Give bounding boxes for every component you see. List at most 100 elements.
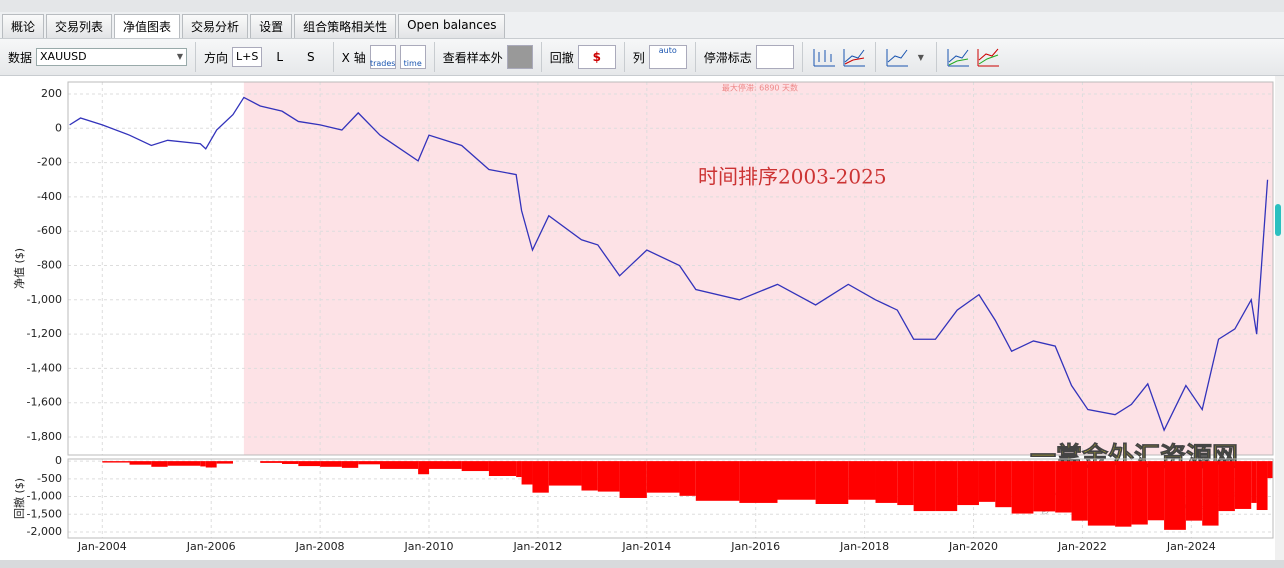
y-tick-label: 0: [55, 454, 62, 467]
drawdown-bar: [619, 461, 647, 498]
x-tick-label: Jan-2024: [1166, 540, 1216, 553]
y-tick-label: -2,000: [27, 525, 62, 538]
drawdown-bar: [102, 461, 130, 463]
drawdown-bar: [205, 461, 217, 468]
stagnation-button[interactable]: [755, 45, 794, 69]
drawdown-bar: [1087, 461, 1116, 526]
label: X 轴: [341, 50, 366, 65]
drawdown-bar: [957, 461, 979, 506]
y-tick-label: -1,400: [27, 361, 62, 374]
tab[interactable]: 交易分析: [182, 14, 249, 38]
overlay-text: 时间排序2003-2025: [698, 165, 887, 189]
y-tick-label: -400: [37, 190, 62, 203]
direction-button[interactable]: L+S: [232, 47, 263, 67]
drawdown-bar: [1202, 461, 1219, 526]
y-tick-label: -800: [37, 258, 62, 271]
drawdown-bar: [1147, 461, 1165, 521]
drawdown-bar: [1251, 461, 1257, 503]
drawdown-bar: [1033, 461, 1056, 512]
drawdown-bar: [461, 461, 489, 472]
columns-button[interactable]: auto: [648, 45, 687, 69]
tab-bar: 概论 交易列表 净值图表 交易分析 设置 组合策略相关性 Open balances: [2, 14, 506, 38]
y-tick-label: -1,000: [27, 293, 62, 306]
x-tick-label: Jan-2008: [295, 540, 345, 553]
drawdown-bar: [320, 461, 342, 467]
tab[interactable]: 概论: [2, 14, 45, 38]
drawdown-bar: [200, 461, 206, 467]
drawdown-bar: [848, 461, 876, 500]
x-tick-label: Jan-2006: [186, 540, 236, 553]
drawdown-button[interactable]: $: [577, 45, 616, 69]
drawdown-bar: [913, 461, 936, 512]
drawdown-bar: [1256, 461, 1268, 511]
drawdown-bar: [129, 461, 152, 465]
drawdown-bar: [1115, 461, 1132, 527]
drawdown-bar: [1164, 461, 1186, 530]
tab[interactable]: 交易列表: [46, 14, 113, 38]
view-group: [803, 42, 876, 72]
symbol-select[interactable]: XAUUSD: [36, 48, 188, 66]
drawdown-bar: [516, 461, 522, 478]
drawdown-bar: [1267, 461, 1273, 479]
toolbar: 数据 XAUUSD 方向 L+S L S X 轴 trades time 查看样…: [0, 38, 1284, 76]
drawdown-bar: [216, 461, 233, 464]
icon-button[interactable]: [975, 46, 1001, 68]
drawdown-bar: [739, 461, 778, 503]
stagnation-region: [243, 82, 1274, 455]
x-tick-label: Jan-2022: [1057, 540, 1107, 553]
drawdown-bar: [358, 461, 381, 465]
x-tick-label: Jan-2012: [512, 540, 562, 553]
drawdown-bar: [418, 461, 430, 475]
drawdown-bar: [341, 461, 359, 468]
drawdown-bar: [298, 461, 321, 467]
drawdown-bar: [1071, 461, 1088, 521]
annotation: 最大停滞: 6890 天数: [722, 83, 798, 93]
x-tick-label: Jan-2010: [404, 540, 454, 553]
direction-button[interactable]: S: [307, 50, 315, 64]
drawdown-bar: [1011, 461, 1034, 514]
x-tick-label: Jan-2018: [839, 540, 889, 553]
icon-button[interactable]: [841, 46, 867, 68]
oos-button[interactable]: [506, 45, 533, 69]
xaxis-button[interactable]: time: [399, 45, 426, 69]
y-axis-label: 净值 ($): [12, 248, 26, 289]
drawdown-bar: [151, 461, 168, 467]
drawdown-bar: [897, 461, 914, 506]
chart: 200 0 -200 -400 -600 -800 -1,000 -1,200 -1,400 -1…: [0, 76, 1284, 560]
dropdown-arrow[interactable]: ▼: [917, 52, 924, 62]
y-tick-label: -600: [37, 224, 62, 237]
y-tick-label: -1,800: [27, 430, 62, 443]
drawdown-bar: [1234, 461, 1252, 509]
y-tick-label: -1,000: [27, 490, 62, 503]
drawdown-bar: [978, 461, 996, 502]
drawdown-bar: [429, 461, 462, 469]
tab[interactable]: 净值图表: [114, 14, 181, 38]
tab[interactable]: Open balances: [398, 14, 506, 38]
title-strip: [0, 0, 1284, 12]
icon-button[interactable]: [884, 46, 910, 68]
drawdown-bar: [167, 461, 201, 466]
y-tick-label: -1,500: [27, 507, 62, 520]
xaxis-group: X 轴 trades time: [334, 42, 435, 72]
icon-button[interactable]: [811, 46, 837, 68]
direction-button[interactable]: L: [276, 50, 284, 64]
xaxis-button[interactable]: trades: [369, 45, 396, 69]
oos-group: 查看样本外: [435, 42, 542, 72]
drawdown-bar: [521, 461, 533, 485]
y-tick-label: -1,200: [27, 327, 62, 340]
columns-group: 列 auto: [625, 42, 696, 72]
drawdown-bar: [548, 461, 582, 486]
drawdown-bar: [777, 461, 816, 500]
drawdown-bar: [488, 461, 517, 477]
view-group: ▼: [876, 42, 937, 72]
plot-frame: [67, 81, 1274, 456]
tab[interactable]: 组合策略相关性: [294, 14, 397, 38]
drawdown-bar: [1185, 461, 1203, 521]
drawdown-bar: [532, 461, 549, 493]
icon-button[interactable]: [945, 46, 971, 68]
plot-frame: [67, 458, 1274, 539]
tab[interactable]: 设置: [250, 14, 293, 38]
label: 查看样本外: [442, 50, 503, 65]
label: 回撤: [549, 50, 574, 65]
